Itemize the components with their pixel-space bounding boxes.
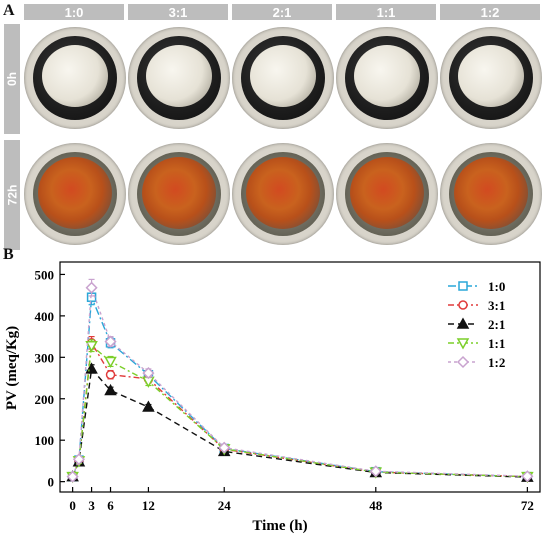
data-point (85, 340, 98, 353)
x-tick-label: 12 (142, 498, 155, 513)
legend-entry-1-0: 1:0 (448, 279, 505, 294)
row-header-72h: 72h (4, 140, 20, 250)
data-point (521, 470, 534, 483)
data-point (85, 362, 98, 374)
data-point (142, 400, 155, 412)
dish-0h-1-2 (440, 27, 542, 129)
legend-entry-1-1: 1:1 (448, 336, 505, 351)
y-tick-label: 0 (48, 475, 55, 490)
legend-marker (456, 355, 470, 369)
x-tick-label: 48 (369, 498, 383, 513)
y-tick-label: 300 (35, 350, 55, 365)
y-tick-label: 400 (35, 309, 55, 324)
data-point (369, 465, 382, 478)
data-point (85, 281, 98, 294)
data-point (104, 335, 117, 348)
data-point (104, 383, 117, 396)
series-line (71, 344, 528, 478)
dish-72h-3-1 (128, 143, 230, 245)
legend-marker (458, 300, 468, 310)
series-1-0 (67, 289, 533, 482)
data-point (218, 441, 231, 454)
chart-series (66, 278, 534, 484)
series-2-1 (66, 362, 534, 482)
legend-marker (456, 317, 470, 329)
dish-0h-3-1 (128, 27, 230, 129)
series-line (71, 340, 528, 478)
data-point (104, 356, 117, 369)
legend-entry-2-1: 2:1 (448, 317, 505, 332)
series-line (71, 287, 528, 477)
dish-0h-2-1 (232, 27, 334, 129)
legend-label: 1:0 (488, 279, 505, 294)
column-header-2-1: 2:1 (232, 4, 332, 20)
x-tick-label: 6 (107, 498, 114, 513)
legend-label: 1:2 (488, 355, 505, 370)
dish-72h-1-2 (440, 143, 542, 245)
y-tick-label: 200 (35, 392, 55, 407)
data-point (142, 367, 155, 380)
y-tick-label: 500 (35, 267, 55, 282)
series-1-2 (66, 278, 534, 483)
column-header-1-1: 1:1 (336, 4, 436, 20)
dish-72h-1-1 (336, 143, 438, 245)
dish-72h-1-0 (24, 143, 126, 245)
x-tick-label: 3 (88, 498, 95, 513)
data-point (105, 369, 116, 380)
x-tick-label: 72 (521, 498, 534, 513)
legend-marker (456, 338, 470, 350)
x-tick-label: 24 (218, 498, 232, 513)
x-tick-label: 0 (69, 498, 76, 513)
panel-b-label: B (3, 246, 14, 263)
data-point (66, 470, 79, 483)
legend-entry-3-1: 3:1 (448, 298, 505, 313)
legend-label: 2:1 (488, 317, 505, 332)
dish-0h-1-0 (24, 27, 126, 129)
y-axis-label: PV (meq/Kg) (4, 326, 20, 410)
legend-label: 1:1 (488, 336, 505, 351)
legend-entry-1-2: 1:2 (448, 355, 505, 370)
column-header-3-1: 3:1 (128, 4, 228, 20)
legend-label: 3:1 (488, 298, 505, 313)
y-tick-label: 100 (35, 433, 55, 448)
row-header-0h: 0h (4, 24, 20, 134)
x-axis-label: Time (h) (252, 518, 307, 534)
column-header-1-0: 1:0 (24, 4, 124, 20)
chart-legend: 1:0 3:1 2:1 1:1 1:2 (448, 279, 505, 370)
legend-marker (458, 281, 468, 291)
plot-frame (59, 261, 541, 493)
data-point (72, 453, 86, 466)
dish-0h-1-1 (336, 27, 438, 129)
dish-72h-2-1 (232, 143, 334, 245)
column-header-1-2: 1:2 (440, 4, 540, 20)
panel-a-label: A (3, 2, 15, 19)
